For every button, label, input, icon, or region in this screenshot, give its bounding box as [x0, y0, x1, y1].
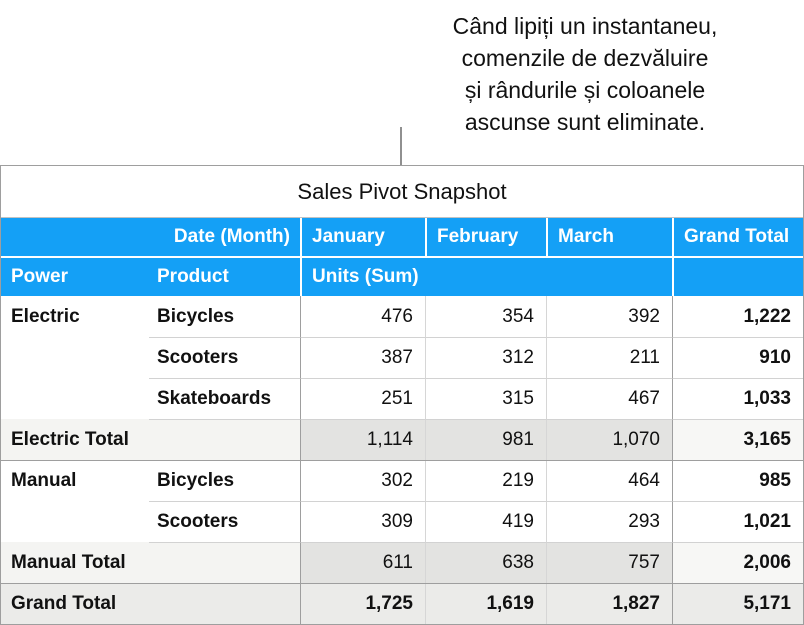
- grand-total-grand-cell[interactable]: 5,171: [672, 584, 803, 624]
- january-value-cell[interactable]: 476: [300, 296, 425, 337]
- table-title[interactable]: Sales Pivot Snapshot: [1, 166, 803, 218]
- march-value-cell[interactable]: 293: [546, 501, 672, 542]
- grand-total-value-cell[interactable]: 1,033: [672, 378, 803, 419]
- subtotal-row: Manual Total 611 638 757 2,006: [1, 542, 803, 583]
- product-cell[interactable]: Scooters: [149, 337, 300, 378]
- table-row: Electric Bicycles 476 354 392 1,222: [1, 296, 803, 337]
- march-value-cell[interactable]: 392: [546, 296, 672, 337]
- february-subtotal-cell[interactable]: 981: [425, 419, 546, 460]
- january-value-cell[interactable]: 302: [300, 461, 425, 501]
- february-subtotal-cell[interactable]: 638: [425, 542, 546, 583]
- grand-total-blank-cell[interactable]: [149, 584, 300, 624]
- header-row-fields: Power Product Units (Sum): [1, 256, 803, 296]
- callout-line: și rândurile și coloanele: [464, 77, 706, 103]
- january-grand-cell[interactable]: 1,725: [300, 584, 425, 624]
- power-group-cell[interactable]: [1, 501, 149, 542]
- grand-total-row: Grand Total 1,725 1,619 1,827 5,171: [1, 583, 803, 624]
- subtotal-label-cell[interactable]: Electric Total: [1, 419, 149, 460]
- february-value-cell[interactable]: 354: [425, 296, 546, 337]
- january-value-cell[interactable]: 251: [300, 378, 425, 419]
- power-field-cell[interactable]: Power: [11, 266, 69, 287]
- product-cell[interactable]: Bicycles: [157, 305, 235, 327]
- grand-total-value-cell[interactable]: 985: [672, 461, 803, 501]
- grand-total-blank-cell[interactable]: [672, 258, 803, 296]
- callout-connector-line: [400, 127, 402, 165]
- february-value-cell[interactable]: 315: [425, 378, 546, 419]
- grand-total-subtotal-cell[interactable]: 2,006: [672, 542, 803, 583]
- grand-total-value-cell[interactable]: 910: [672, 337, 803, 378]
- grand-total-header-cell[interactable]: Grand Total: [672, 218, 803, 256]
- header-row-months: Date (Month) January February March Gran…: [1, 218, 803, 256]
- units-sum-field-cell[interactable]: Units (Sum): [300, 258, 672, 296]
- subtotal-label-cell[interactable]: Manual Total: [1, 542, 149, 583]
- february-header-cell[interactable]: February: [425, 218, 546, 256]
- january-header-cell[interactable]: January: [300, 218, 425, 256]
- january-subtotal-cell[interactable]: 1,114: [300, 419, 425, 460]
- power-group-cell[interactable]: Electric: [11, 305, 80, 327]
- march-value-cell[interactable]: 211: [546, 337, 672, 378]
- product-cell[interactable]: Skateboards: [149, 378, 300, 419]
- power-group-cell[interactable]: [1, 378, 149, 419]
- january-subtotal-cell[interactable]: 611: [300, 542, 425, 583]
- grand-total-label-cell[interactable]: Grand Total: [1, 584, 149, 624]
- grand-total-value-cell[interactable]: 1,222: [672, 296, 803, 337]
- february-value-cell[interactable]: 312: [425, 337, 546, 378]
- product-cell[interactable]: Bicycles: [157, 470, 235, 491]
- march-subtotal-cell[interactable]: 757: [546, 542, 672, 583]
- february-value-cell[interactable]: 219: [425, 461, 546, 501]
- power-group-cell[interactable]: [1, 337, 149, 378]
- callout-line: Când lipiți un instantaneu,: [452, 13, 718, 39]
- january-value-cell[interactable]: 387: [300, 337, 425, 378]
- table-row: Skateboards 251 315 467 1,033: [1, 378, 803, 419]
- callout-annotation: Când lipiți un instantaneu, comenzile de…: [385, 10, 785, 138]
- march-value-cell[interactable]: 467: [546, 378, 672, 419]
- february-value-cell[interactable]: 419: [425, 501, 546, 542]
- january-value-cell[interactable]: 309: [300, 501, 425, 542]
- march-grand-cell[interactable]: 1,827: [546, 584, 672, 624]
- table-row: Scooters 387 312 211 910: [1, 337, 803, 378]
- subtotal-blank-cell[interactable]: [149, 542, 300, 583]
- subtotal-row: Electric Total 1,114 981 1,070 3,165: [1, 419, 803, 460]
- table-row: Scooters 309 419 293 1,021: [1, 501, 803, 542]
- table-row: Manual Bicycles 302 219 464 985: [1, 460, 803, 501]
- product-cell[interactable]: Scooters: [149, 501, 300, 542]
- pivot-table: Sales Pivot Snapshot Date (Month) Januar…: [0, 165, 804, 625]
- march-header-cell[interactable]: March: [546, 218, 672, 256]
- date-month-header-cell[interactable]: Date (Month): [173, 226, 290, 247]
- february-grand-cell[interactable]: 1,619: [425, 584, 546, 624]
- grand-total-value-cell[interactable]: 1,021: [672, 501, 803, 542]
- callout-line: comenzile de dezvăluire: [461, 45, 709, 71]
- grand-total-subtotal-cell[interactable]: 3,165: [672, 419, 803, 460]
- march-value-cell[interactable]: 464: [546, 461, 672, 501]
- callout-line: ascunse sunt eliminate.: [464, 109, 706, 135]
- subtotal-blank-cell[interactable]: [149, 419, 300, 460]
- march-subtotal-cell[interactable]: 1,070: [546, 419, 672, 460]
- power-group-cell[interactable]: Manual: [11, 470, 77, 491]
- product-field-cell[interactable]: Product: [157, 266, 229, 287]
